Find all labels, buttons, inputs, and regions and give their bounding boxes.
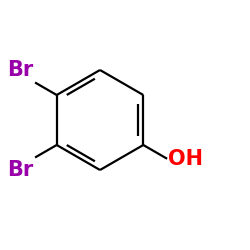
Text: Br: Br: [8, 60, 34, 80]
Text: Br: Br: [8, 160, 34, 180]
Text: OH: OH: [168, 149, 203, 169]
